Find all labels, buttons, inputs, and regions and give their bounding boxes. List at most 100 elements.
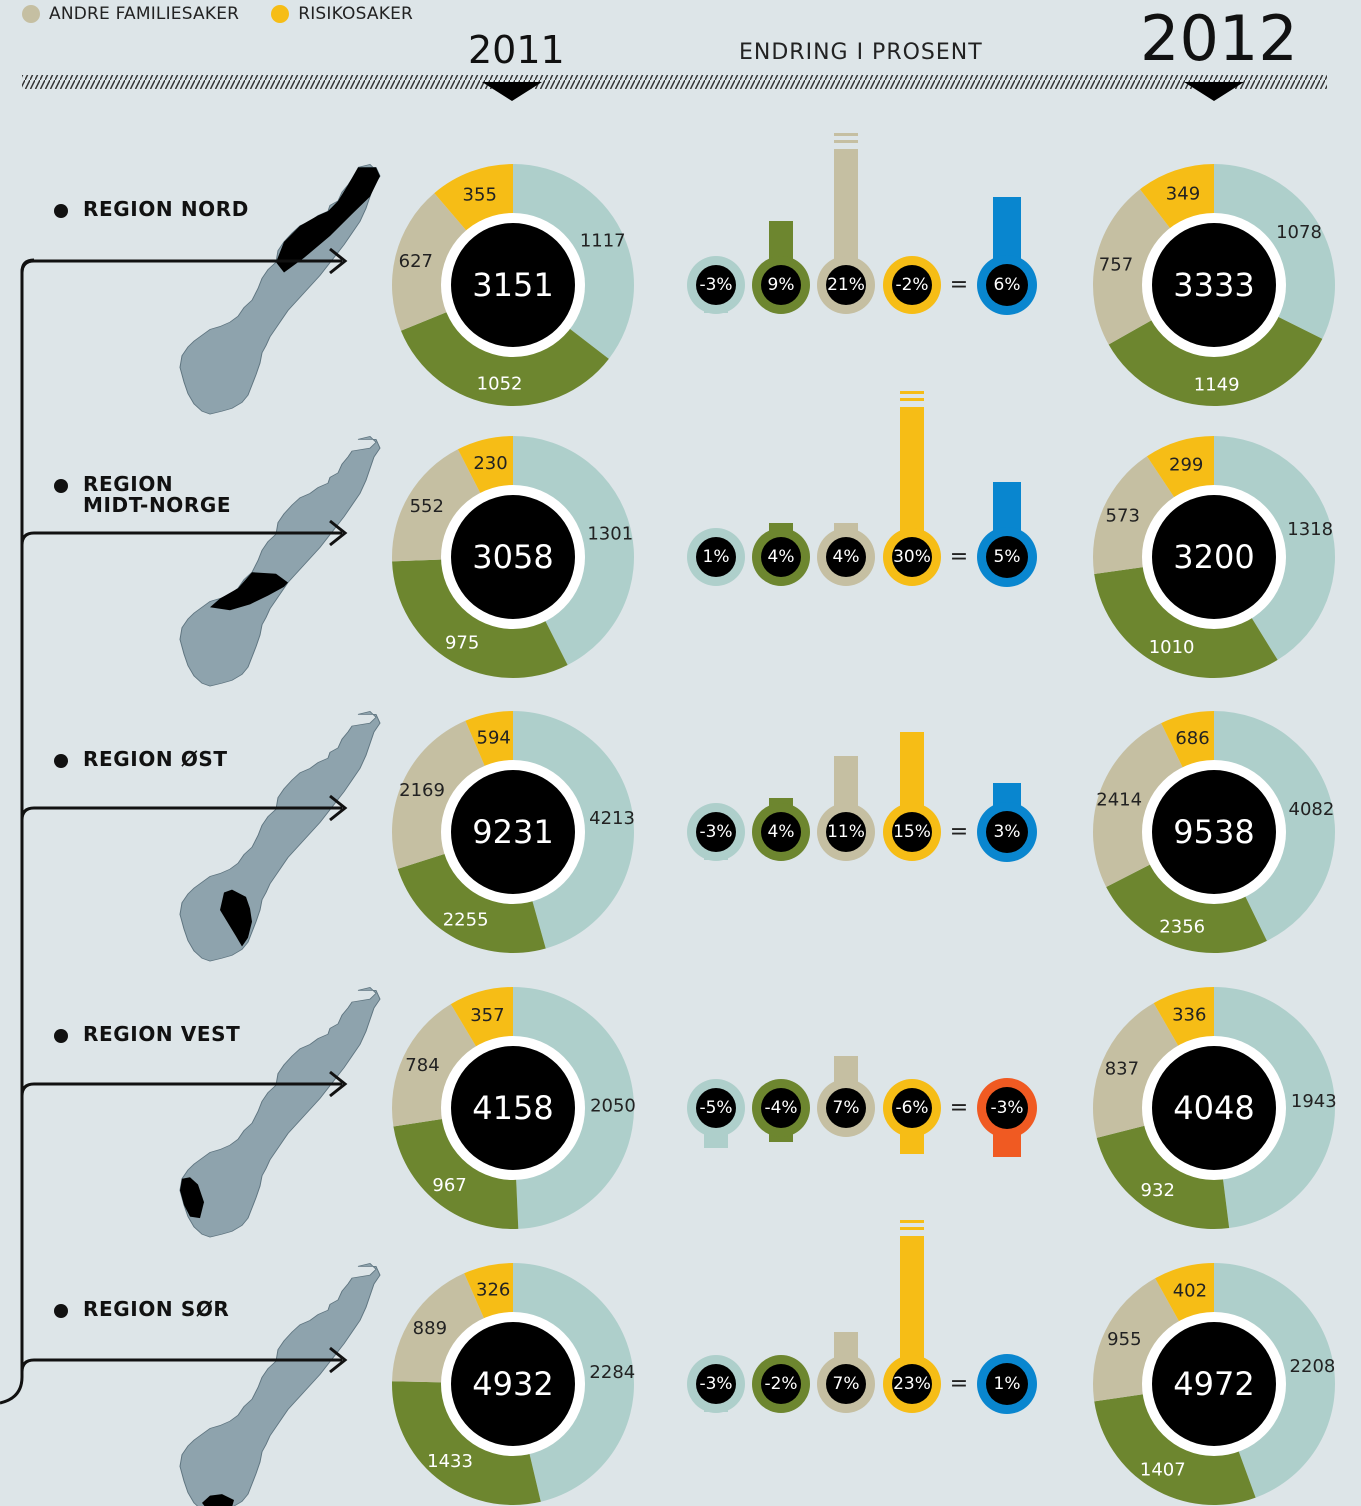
donut-slice (400, 311, 609, 407)
equals-sign: = (950, 820, 968, 845)
change-percent-label: -3% (699, 275, 732, 295)
donut-slice (392, 1273, 485, 1383)
donut-slice (457, 436, 513, 495)
donut-slice (1214, 987, 1335, 1229)
change-percent-label: 9% (768, 275, 795, 295)
year-2011-heading: 2011 (468, 28, 565, 72)
region-name-line: REGION (83, 472, 174, 496)
change-percent-label: -4% (764, 1098, 797, 1118)
total-change-label: 6% (994, 275, 1021, 295)
slice-value-label: 336 (1172, 1005, 1206, 1026)
region-bullet (54, 1304, 68, 1318)
arrow-icon (329, 1346, 348, 1374)
region-name-line: REGION SØR (83, 1297, 230, 1321)
slice-value-label: 299 (1169, 455, 1203, 476)
donut-total-label: 3058 (472, 538, 553, 576)
slice-value-label: 2169 (399, 780, 445, 801)
overflow-marker (900, 398, 924, 401)
donut-slice (1093, 189, 1172, 345)
donut-slice (391, 193, 468, 331)
legend-label: ANDRE FAMILIESAKER (49, 4, 240, 24)
slice-value-label: 355 (463, 184, 497, 205)
region-label: REGION VEST (54, 1024, 240, 1045)
total-change-label: -3% (990, 1098, 1023, 1118)
slice-value-label: 1943 (1291, 1091, 1337, 1112)
slice-value-label: 2050 (590, 1095, 636, 1116)
slice-value-label: 230 (473, 453, 507, 474)
total-change-badge-center (986, 1363, 1028, 1405)
change-percent-label: 4% (833, 547, 860, 567)
change-badge-center (892, 812, 932, 852)
region-name-line: REGION NORD (83, 197, 249, 221)
donut-slice (513, 164, 635, 359)
region-label: REGION MIDT-NORGE (54, 474, 231, 516)
norway-map-highlight (180, 1177, 204, 1219)
slice-value-label: 349 (1166, 184, 1200, 205)
change-badge-center (826, 537, 866, 577)
donut-center (1152, 495, 1276, 619)
change-percent-label: 1% (703, 547, 730, 567)
change-badge-center (892, 265, 932, 305)
slice-value-label: 975 (445, 633, 479, 654)
donut-center (1152, 223, 1276, 347)
slice-value-label: 2208 (1290, 1356, 1336, 1377)
donut-slice (392, 1381, 541, 1505)
norway-map-shape (179, 436, 381, 687)
slice-value-label: 889 (413, 1318, 447, 1339)
arrow-2012 (1184, 82, 1244, 101)
donut-slice (1092, 1278, 1180, 1402)
norway-map-highlight (220, 889, 252, 947)
arrow-icon (329, 794, 348, 822)
change-bar (900, 407, 924, 547)
region-name-line: REGION VEST (83, 1022, 241, 1046)
change-percent-label: 21% (827, 275, 865, 295)
donut-center (451, 770, 575, 894)
change-badge-center (761, 1088, 801, 1128)
slice-value-label: 967 (432, 1175, 466, 1196)
norway-map-highlight (202, 1494, 234, 1506)
equals-sign: = (950, 545, 968, 570)
donut-slice (434, 164, 513, 232)
donut-slice (1214, 1263, 1335, 1498)
change-badge-center (826, 265, 866, 305)
overflow-marker (900, 391, 924, 394)
change-badge-center (761, 1364, 801, 1404)
norway-map-highlight (210, 572, 288, 611)
slice-value-label: 1078 (1276, 222, 1322, 243)
legend-label: RISIKOSAKER (298, 4, 414, 24)
donut-slice (393, 1118, 519, 1229)
change-percent-label: 11% (827, 822, 865, 842)
slice-value-label: 1149 (1194, 374, 1240, 395)
arrow-icon (329, 519, 348, 547)
change-percent-label: 4% (768, 547, 795, 567)
region-bullet (54, 479, 68, 493)
change-badge-center (761, 537, 801, 577)
donut-total-label: 9538 (1173, 813, 1254, 851)
total-change-badge-center (986, 536, 1028, 578)
slice-value-label: 1052 (477, 374, 523, 395)
donut-slice (1093, 456, 1176, 575)
donut-slice (513, 711, 635, 949)
slice-value-label: 1010 (1149, 637, 1195, 658)
overflow-marker (834, 140, 858, 143)
slice-value-label: 357 (470, 1005, 504, 1026)
norway-map-icon (179, 436, 381, 687)
region-connector (20, 1082, 342, 1097)
region-connector (20, 259, 342, 274)
bracket-line (20, 258, 35, 1377)
slice-value-label: 1301 (587, 523, 633, 544)
change-badge-center (892, 1364, 932, 1404)
slice-value-label: 4082 (1289, 799, 1335, 820)
donut-center (1152, 1046, 1276, 1170)
equals-sign: = (950, 273, 968, 298)
slice-value-label: 757 (1099, 255, 1133, 276)
region-label: REGION NORD (54, 199, 249, 220)
donut-slice (1155, 1263, 1214, 1323)
donut-slice (1106, 863, 1267, 953)
change-badge-center (696, 537, 736, 577)
donut-center (451, 223, 575, 347)
total-change-label: 1% (994, 1374, 1021, 1394)
slice-value-label: 2255 (443, 910, 489, 931)
change-percent-label: 15% (893, 822, 931, 842)
